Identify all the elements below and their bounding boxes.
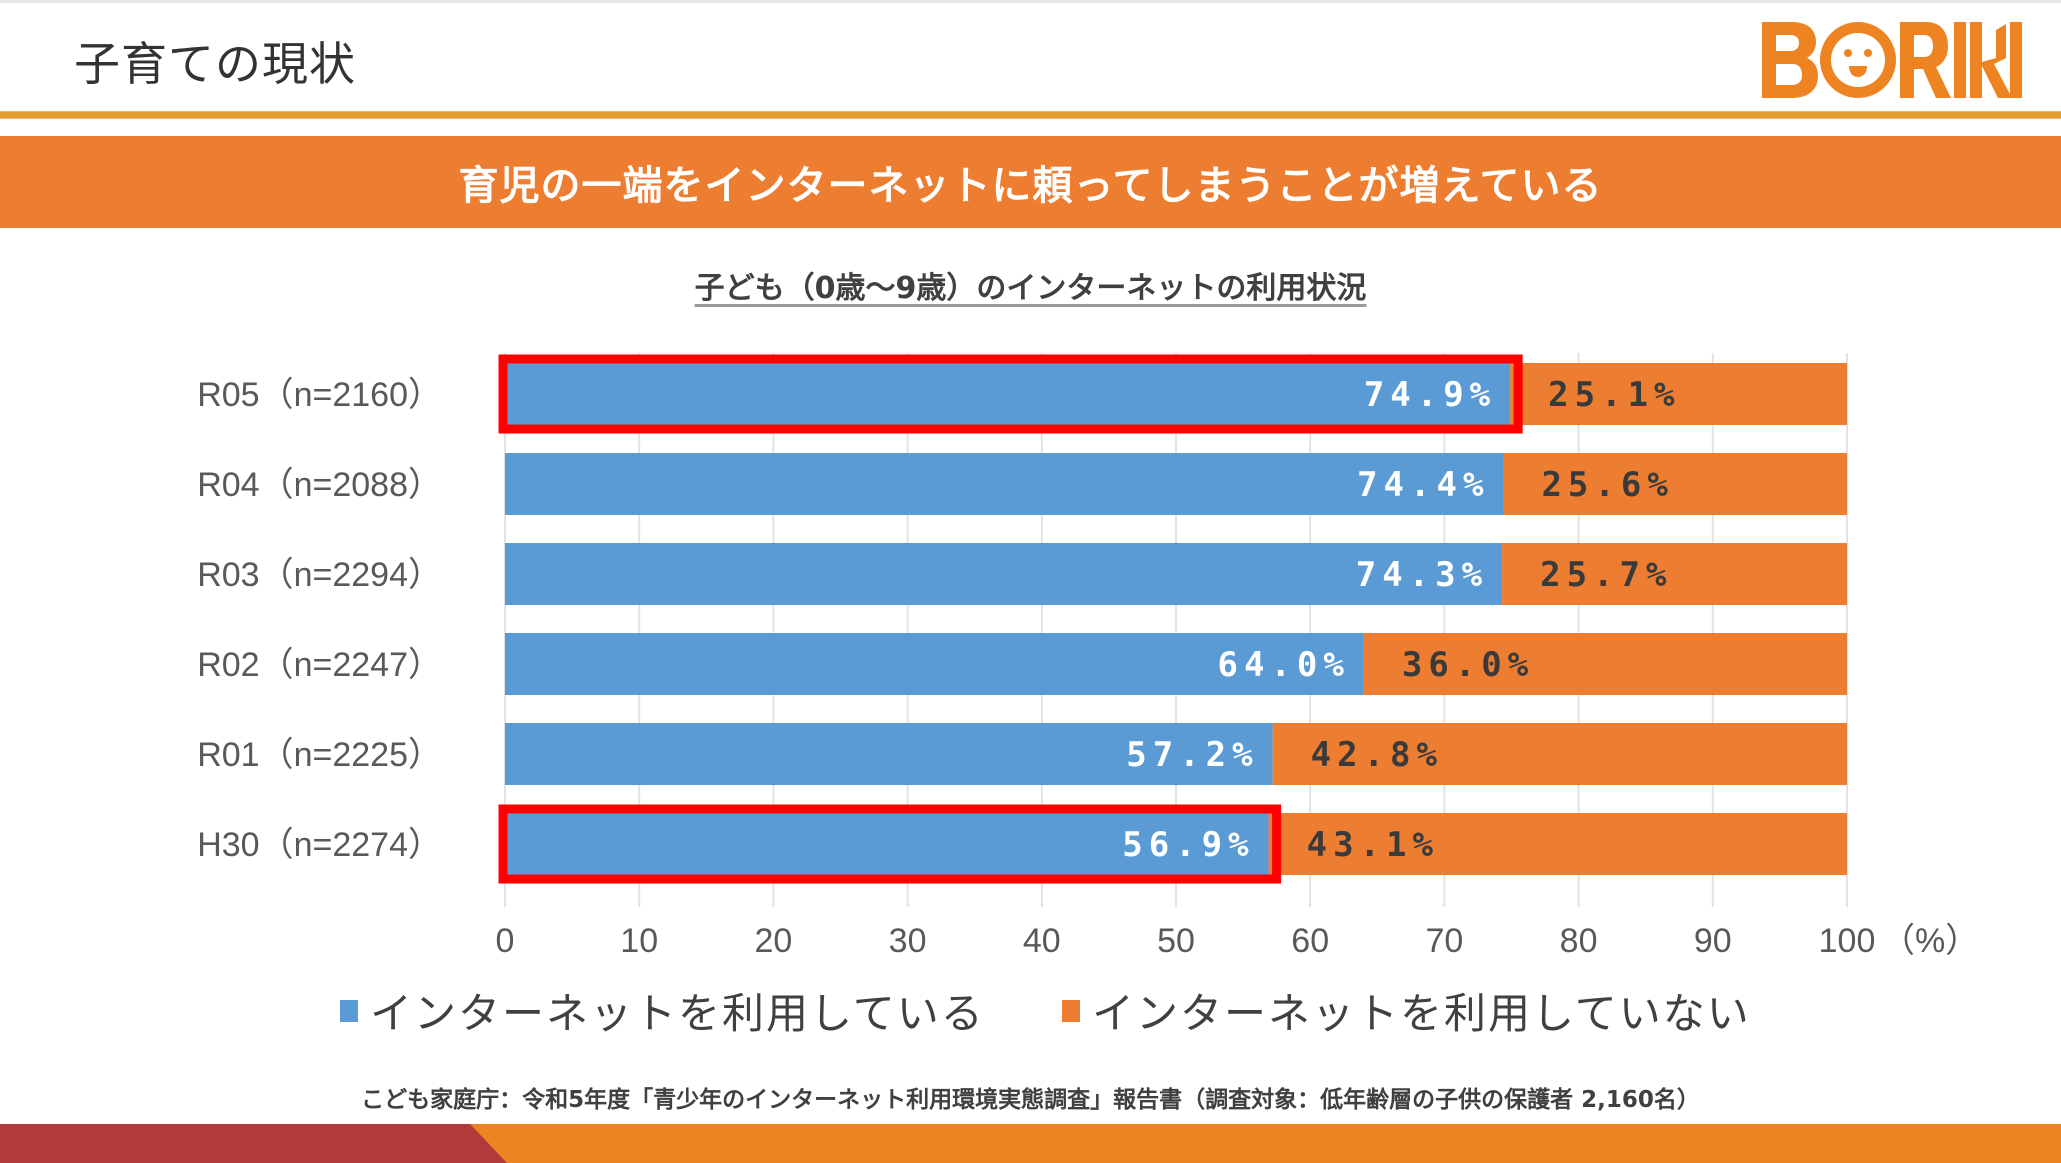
- bar-not-used: [1502, 543, 1847, 605]
- category-label: H30（n=2274）: [197, 826, 442, 864]
- data-label-used: 74.3%: [1356, 555, 1488, 595]
- stacked-bar-chart: 74.9% 25.1% 74.4% 25.6% 74.3% 25.7% 64.0% 36.0%…: [197, 353, 1980, 960]
- headline-banner: 育児の一端をインターネットに頼ってしまうことが増えている: [0, 136, 2061, 228]
- data-label-used: 56.9%: [1122, 825, 1254, 865]
- category-label: R03（n=2294）: [197, 556, 442, 594]
- category-labels: R05（n=2160） R04（n=2088） R03（n=2294） R02（n=2…: [197, 376, 442, 864]
- bar-used: [505, 363, 1511, 425]
- page-title: 子育ての現状: [74, 37, 356, 91]
- source-note: こども家庭庁：令和5年度「青少年のインターネット利用環境実態調査」報告書（調査対…: [361, 1087, 1700, 1113]
- data-label-used: 74.4%: [1357, 465, 1489, 505]
- headline-text: 育児の一端をインターネットに頼ってしまうことが増えている: [458, 163, 1603, 209]
- legend-swatch-used: [340, 999, 358, 1022]
- x-tick-label: 0: [496, 922, 515, 960]
- legend: インターネットを利用している インターネットを利用していない: [0, 980, 2061, 1040]
- header-divider: [0, 111, 2061, 119]
- bar-not-used: [1363, 633, 1847, 695]
- data-label-not-used: 25.1%: [1548, 375, 1680, 415]
- legend-swatch-not-used: [1062, 999, 1080, 1022]
- chart-title-text: 子ども（0歳～9歳）のインターネットの利用状況: [694, 271, 1367, 306]
- bar-not-used: [1268, 813, 1847, 875]
- bar-used: [505, 723, 1273, 785]
- category-label: R01（n=2225）: [197, 736, 442, 774]
- bars: 74.9% 25.1% 74.4% 25.6% 74.3% 25.7% 64.0% 36.0%…: [498, 354, 1847, 884]
- footer-bar: [0, 1124, 2061, 1163]
- x-axis-unit: （%）: [1881, 922, 1979, 960]
- x-tick-label: 20: [754, 922, 792, 960]
- x-tick-label: 40: [1023, 922, 1061, 960]
- data-label-not-used: 42.8%: [1311, 735, 1443, 775]
- bar-used: [505, 453, 1504, 515]
- category-label: R04（n=2088）: [197, 466, 442, 504]
- category-label: R05（n=2160）: [197, 376, 442, 414]
- x-tick-label: 100: [1819, 922, 1876, 960]
- data-label-used: 57.2%: [1126, 735, 1258, 775]
- highlight-box: [498, 354, 1523, 434]
- x-tick-label: 60: [1291, 922, 1329, 960]
- x-tick-label: 70: [1425, 922, 1463, 960]
- x-tick-label: 10: [620, 922, 658, 960]
- data-label-used: 64.0%: [1218, 645, 1350, 685]
- bar-used: [505, 813, 1269, 875]
- x-tick-label: 90: [1694, 922, 1732, 960]
- data-label-used: 74.9%: [1364, 375, 1496, 415]
- bar-used: [505, 543, 1503, 605]
- x-tick-label: 80: [1560, 922, 1598, 960]
- bar-used: [505, 633, 1364, 695]
- bar-not-used: [1510, 363, 1847, 425]
- data-label-not-used: 36.0%: [1402, 645, 1534, 685]
- data-label-not-used: 25.7%: [1540, 555, 1672, 595]
- chart-title: 子ども（0歳～9歳）のインターネットの利用状況: [0, 263, 2061, 307]
- legend-item-not-used: インターネットを利用していない: [1062, 980, 1751, 1041]
- bar-not-used: [1272, 723, 1847, 785]
- x-axis-ticks: 0 10 20 30 40 50 60 70 80 90 100 （%）: [496, 922, 1980, 960]
- data-label-not-used: 43.1%: [1307, 825, 1439, 865]
- footer-red-wedge: [0, 1124, 507, 1163]
- top-border: [0, 0, 2061, 3]
- x-tick-label: 50: [1157, 922, 1195, 960]
- highlight-box: [498, 804, 1282, 884]
- bar-not-used: [1503, 453, 1847, 515]
- x-tick-label: 30: [889, 922, 927, 960]
- data-label-not-used: 25.6%: [1541, 465, 1673, 505]
- boriki-logo: [1762, 22, 2022, 98]
- legend-item-used: インターネットを利用している: [340, 980, 985, 1041]
- category-label: R02（n=2247）: [197, 646, 442, 684]
- legend-label-not-used: インターネットを利用していない: [1092, 989, 1751, 1038]
- legend-label-used: インターネットを利用している: [370, 989, 985, 1038]
